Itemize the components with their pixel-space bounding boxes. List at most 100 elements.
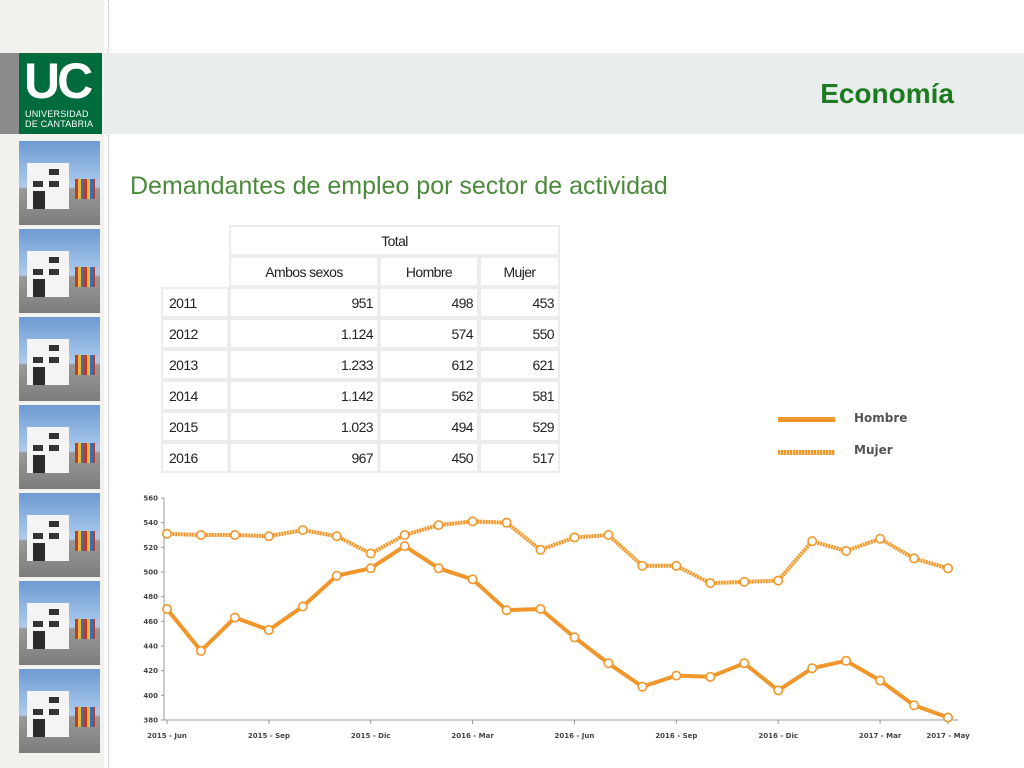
data-point-mujer: [263, 531, 274, 542]
page-title: Economía: [820, 78, 954, 109]
cell-mujer: 529: [479, 411, 560, 442]
data-point-hombre: [773, 685, 784, 696]
data-point-mujer: [569, 532, 580, 543]
building-photo: [19, 581, 100, 665]
cell-mujer: 581: [479, 380, 560, 411]
data-point-mujer: [875, 533, 886, 544]
dotted-divider: [108, 0, 109, 768]
data-point-hombre: [671, 670, 682, 681]
data-point-hombre: [705, 671, 716, 682]
data-point-mujer: [637, 560, 648, 571]
cell-hombre: 450: [379, 442, 479, 473]
building-photo: [19, 493, 100, 577]
data-point-mujer: [365, 548, 376, 559]
y-tick-label: 480: [143, 593, 158, 601]
series-line-mujer: [166, 519, 949, 586]
x-tick-label: 2015 - Dic: [351, 732, 391, 740]
x-tick-label: 2016 - Mar: [451, 732, 494, 740]
data-point-mujer: [467, 516, 478, 527]
data-point-mujer: [501, 517, 512, 528]
data-point-mujer: [807, 536, 818, 547]
building-photo: [19, 317, 100, 401]
data-point-hombre: [399, 541, 410, 552]
data-point-mujer: [229, 529, 240, 540]
data-point-hombre: [467, 574, 478, 585]
y-tick-label: 400: [143, 692, 158, 700]
building-photo: [19, 669, 100, 753]
data-point-hombre: [841, 655, 852, 666]
data-point-hombre: [739, 658, 750, 669]
y-tick-label: 500: [143, 569, 158, 577]
x-tick-label: 2017 - Mar: [859, 732, 902, 740]
table-row: 2012 1.124 574 550: [161, 318, 560, 349]
data-point-hombre: [162, 603, 173, 614]
column-header-ambos: Ambos sexos: [229, 256, 379, 287]
x-tick-label: 2016 - Dic: [758, 732, 798, 740]
x-tick-label: 2015 - Jun: [147, 732, 187, 740]
cell-hombre: 498: [379, 287, 479, 318]
x-tick-label: 2016 - Sep: [655, 732, 697, 740]
data-point-mujer: [433, 520, 444, 531]
data-point-mujer: [773, 575, 784, 586]
data-point-hombre: [433, 563, 444, 574]
logo-line-1: UNIVERSIDAD: [25, 109, 89, 119]
data-point-hombre: [603, 658, 614, 669]
logo-line-2: DE CANTABRIA: [25, 119, 94, 129]
y-tick-label: 540: [143, 519, 158, 527]
table-group-header-row: Total: [161, 225, 560, 256]
data-point-mujer: [909, 553, 920, 564]
data-point-hombre: [637, 681, 648, 692]
row-year: 2015: [161, 411, 229, 442]
data-point-mujer: [195, 529, 206, 540]
data-point-hombre: [501, 605, 512, 616]
y-tick-label: 560: [143, 495, 158, 503]
data-point-hombre: [229, 612, 240, 623]
y-tick-label: 420: [143, 667, 158, 675]
row-year: 2013: [161, 349, 229, 380]
column-header-mujer: Mujer: [479, 256, 560, 287]
cell-ambos: 1.124: [229, 318, 379, 349]
row-year: 2011: [161, 287, 229, 318]
y-tick-label: 460: [143, 618, 158, 626]
table-row: 2016 967 450 517: [161, 442, 560, 473]
data-point-mujer: [331, 531, 342, 542]
row-year: 2014: [161, 380, 229, 411]
table-row: 2011 951 498 453: [161, 287, 560, 318]
table-row: 2015 1.023 494 529: [161, 411, 560, 442]
cell-ambos: 1.023: [229, 411, 379, 442]
data-point-mujer: [841, 546, 852, 557]
data-point-hombre: [875, 675, 886, 686]
cell-hombre: 562: [379, 380, 479, 411]
data-table: Total Ambos sexos Hombre Mujer 2011 951 49…: [161, 225, 560, 473]
table-row: 2014 1.142 562 581: [161, 380, 560, 411]
data-point-hombre: [942, 712, 953, 723]
cell-mujer: 550: [479, 318, 560, 349]
legend-swatch-dotted: [778, 450, 835, 455]
x-tick-label: 2016 - Jun: [555, 732, 595, 740]
data-point-mujer: [671, 560, 682, 571]
legend-swatch-solid: [778, 417, 835, 422]
university-logo: UC UNIVERSIDAD DE CANTABRIA: [19, 53, 102, 134]
data-point-mujer: [603, 529, 614, 540]
header-band: [104, 53, 1024, 134]
data-point-mujer: [739, 576, 750, 587]
y-tick-label: 520: [143, 544, 158, 552]
data-point-mujer: [942, 563, 953, 574]
data-point-mujer: [399, 529, 410, 540]
cell-ambos: 1.233: [229, 349, 379, 380]
header-accent-block: [0, 53, 19, 134]
data-point-mujer: [535, 544, 546, 555]
cell-hombre: 494: [379, 411, 479, 442]
cell-mujer: 517: [479, 442, 560, 473]
slide-subtitle: Demandantes de empleo por sector de acti…: [130, 172, 668, 200]
logo-text: UC: [24, 53, 93, 109]
cell-hombre: 574: [379, 318, 479, 349]
row-year: 2016: [161, 442, 229, 473]
cell-ambos: 967: [229, 442, 379, 473]
column-header-hombre: Hombre: [379, 256, 479, 287]
y-tick-label: 380: [143, 717, 158, 725]
data-point-hombre: [195, 645, 206, 656]
cell-ambos: 951: [229, 287, 379, 318]
y-tick-label: 440: [143, 643, 158, 651]
legend-label-mujer: Mujer: [854, 443, 893, 457]
